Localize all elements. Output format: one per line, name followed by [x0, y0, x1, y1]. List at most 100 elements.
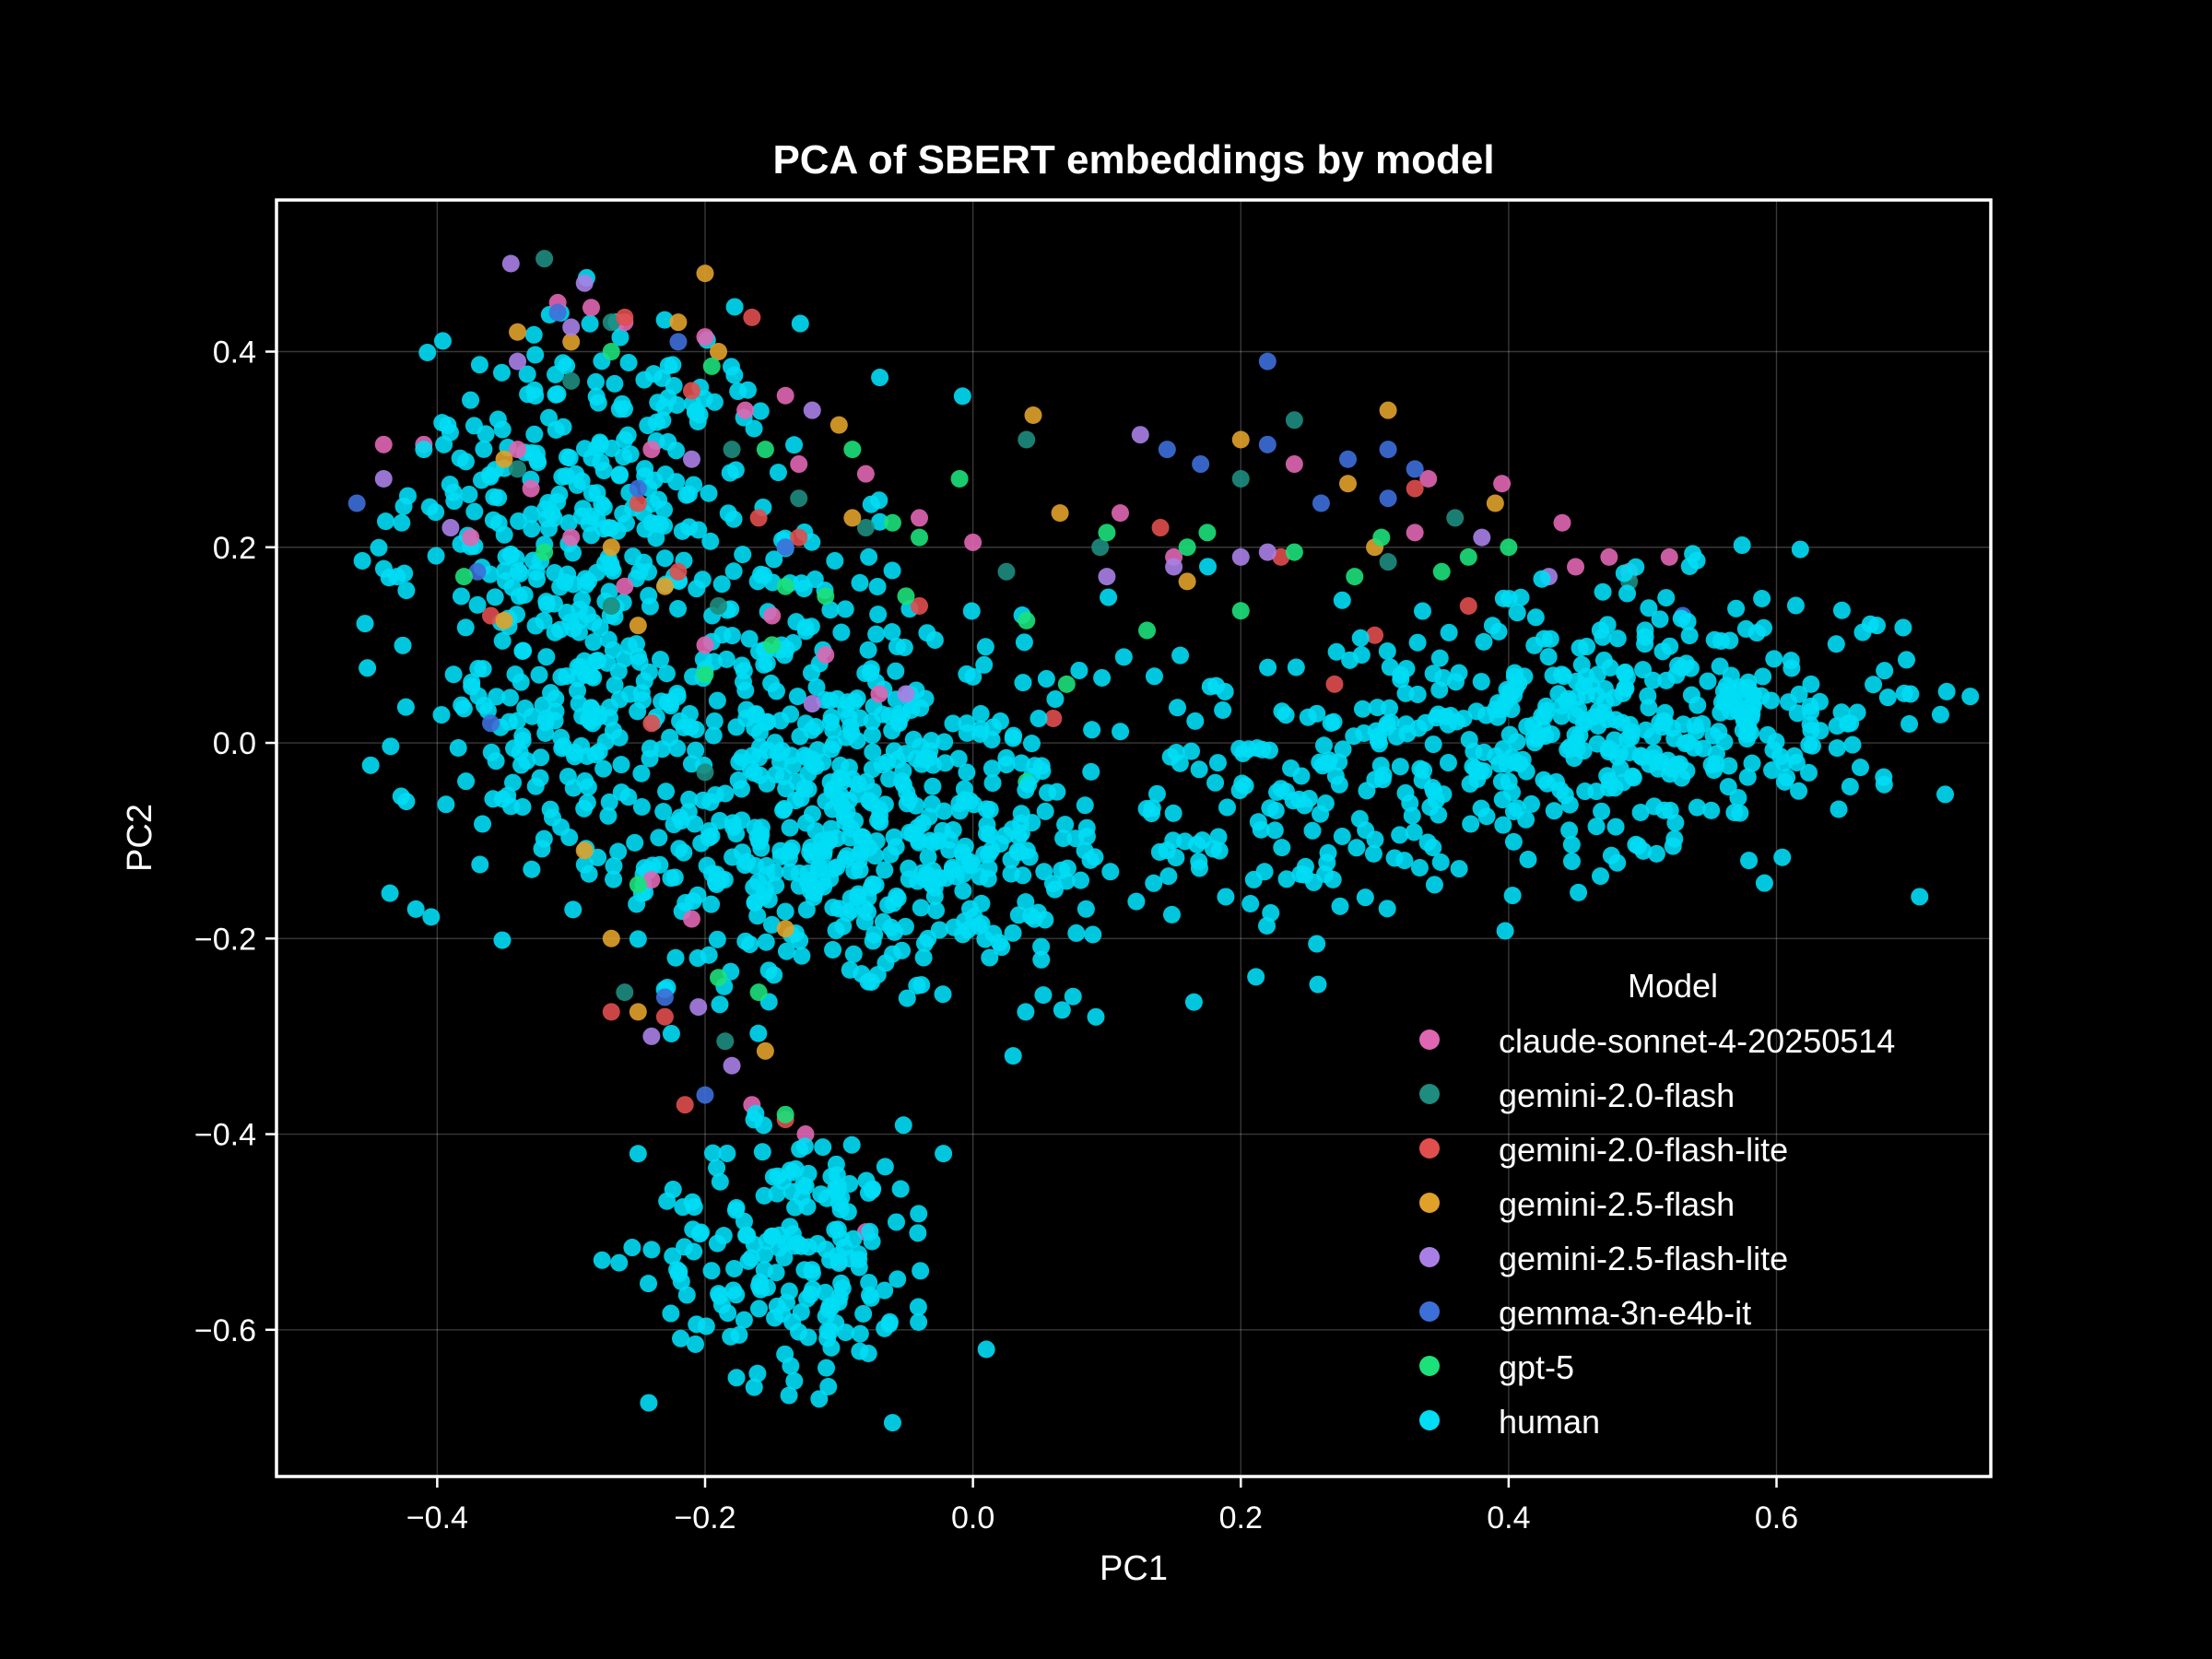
data-point [738, 1226, 757, 1244]
data-point [1378, 900, 1396, 918]
data-point [553, 739, 571, 758]
data-point [1535, 707, 1553, 725]
data-point [456, 453, 475, 471]
data-point [396, 698, 415, 716]
data-point [727, 1369, 746, 1387]
data-point [1465, 743, 1483, 761]
data-point [1046, 690, 1065, 709]
data-point [1503, 887, 1522, 905]
data-point [688, 1315, 706, 1334]
data-point [734, 673, 752, 691]
data-point [1876, 662, 1894, 680]
data-point [1810, 692, 1829, 711]
legend-label: human [1499, 1403, 1600, 1441]
data-point [1699, 672, 1717, 690]
data-point [876, 1158, 894, 1176]
data-point [1936, 785, 1955, 804]
data-point [626, 833, 644, 852]
data-point [667, 473, 686, 491]
data-point [495, 450, 513, 468]
data-point [836, 600, 854, 618]
data-point [725, 298, 744, 316]
data-point [935, 802, 953, 820]
data-point [1763, 761, 1782, 780]
data-point [821, 713, 840, 732]
data-point [856, 465, 875, 483]
data-point [790, 528, 808, 547]
data-points [347, 250, 1980, 1432]
data-point [531, 769, 549, 787]
x-tick-label: −0.2 [674, 1500, 735, 1535]
data-point [845, 692, 864, 711]
data-point [1164, 804, 1182, 822]
data-point [780, 1386, 798, 1405]
data-point [757, 713, 775, 732]
data-point [782, 705, 800, 724]
y-tick-label: −0.4 [194, 1118, 256, 1153]
data-point [612, 756, 630, 774]
x-tick-label: 0.2 [1219, 1500, 1263, 1535]
data-point [1598, 767, 1617, 785]
data-point [347, 494, 366, 512]
data-point [562, 318, 581, 336]
data-point [1575, 677, 1594, 696]
data-point [776, 920, 794, 938]
data-point [616, 577, 634, 595]
data-point [777, 780, 795, 798]
data-point [1258, 543, 1277, 561]
data-point [1427, 791, 1445, 809]
data-point [954, 925, 972, 944]
data-point [1790, 685, 1808, 703]
data-point [765, 550, 783, 569]
data-point [482, 606, 500, 625]
data-point [560, 449, 579, 467]
data-point [736, 401, 755, 419]
data-point [776, 386, 794, 405]
data-point [696, 265, 714, 283]
data-point [767, 682, 785, 700]
data-point [1519, 850, 1537, 868]
data-point [711, 1172, 729, 1191]
data-point [1381, 699, 1399, 717]
data-point [833, 1279, 852, 1298]
data-point [710, 1285, 728, 1303]
data-point [659, 693, 677, 712]
data-point [871, 512, 889, 531]
data-point [768, 1184, 786, 1203]
data-point [649, 394, 667, 412]
data-point [774, 801, 793, 819]
data-point [1787, 754, 1806, 772]
data-point [506, 665, 524, 684]
data-point [793, 947, 811, 965]
data-point [682, 382, 700, 400]
data-point [573, 591, 592, 609]
data-point [605, 856, 623, 875]
data-point [925, 878, 944, 897]
x-axis-ticks: −0.4 −0.2 0.0 0.2 0.4 0.6 [406, 1477, 1798, 1535]
y-axis-label: PC2 [121, 804, 159, 872]
data-point [687, 741, 705, 759]
data-point [1346, 568, 1364, 586]
data-point [832, 796, 851, 815]
data-point [1379, 489, 1397, 508]
data-point [493, 631, 512, 650]
data-point [1057, 872, 1076, 890]
data-point [1112, 723, 1130, 741]
data-point [881, 845, 900, 864]
data-point [749, 509, 768, 527]
data-point [562, 371, 581, 390]
data-point [964, 533, 982, 551]
data-point [907, 749, 925, 768]
data-point [903, 825, 922, 843]
data-point [1851, 759, 1869, 777]
data-point [700, 829, 718, 847]
data-point [1022, 735, 1041, 753]
data-point [936, 754, 955, 772]
data-point [606, 374, 624, 393]
data-point [843, 509, 862, 527]
data-point [1314, 736, 1333, 755]
data-point [529, 453, 547, 472]
data-point [912, 899, 930, 917]
data-point [1678, 612, 1697, 630]
data-point [818, 1359, 836, 1377]
